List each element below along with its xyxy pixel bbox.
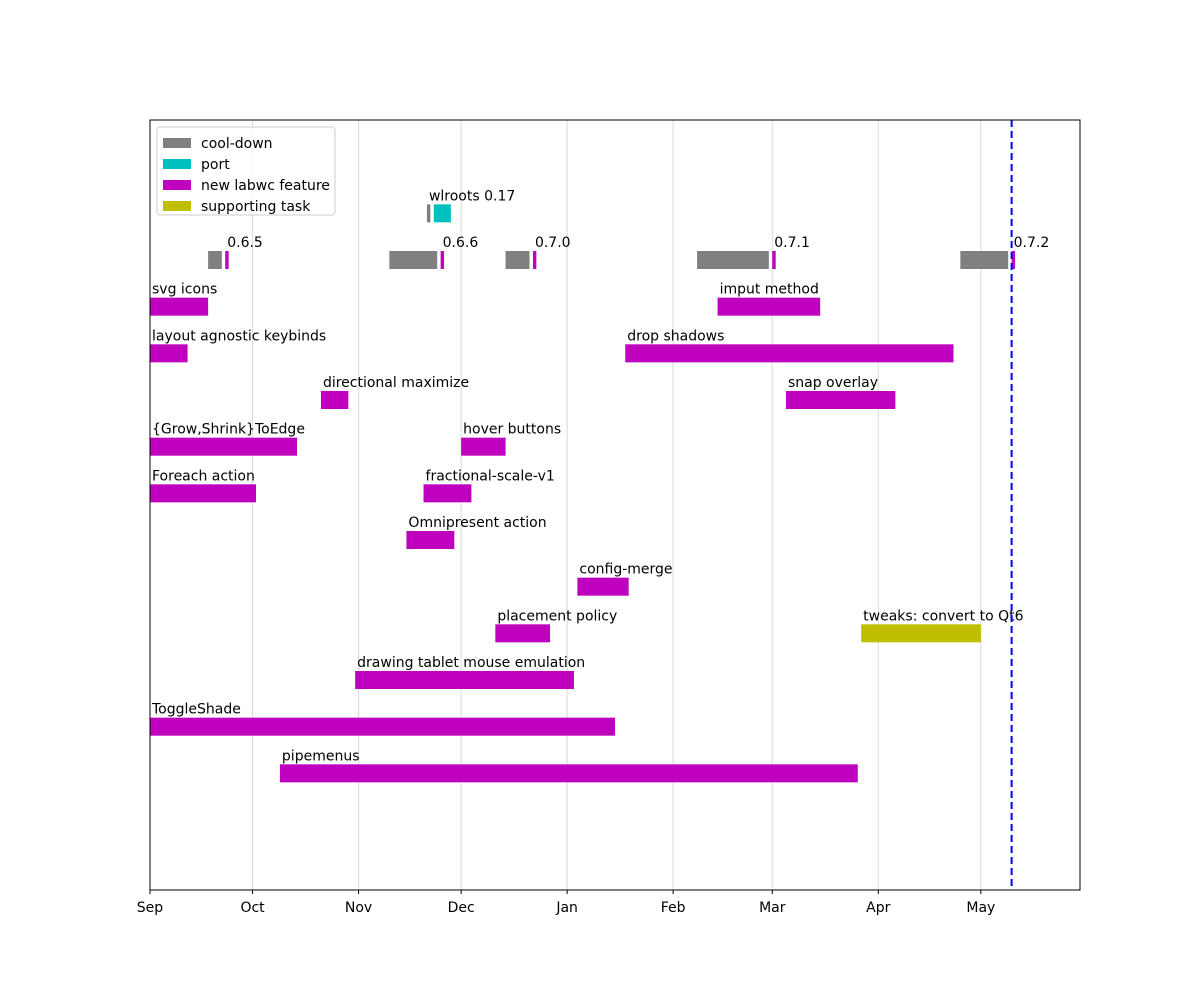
bar-0-7-2	[1011, 251, 1016, 269]
bar-omnipresent-action	[406, 531, 455, 549]
bar-drawing-tablet-mouse-emulation	[355, 671, 574, 689]
bar-label-toggleshade: ToggleShade	[151, 702, 241, 718]
bar-wlroots-0-17	[426, 204, 431, 223]
bar-config-merge	[577, 577, 629, 596]
x-tick-label-jan: Jan	[555, 900, 578, 916]
bar-imput-method	[717, 297, 821, 316]
bar-pipemenus	[279, 764, 858, 783]
bar-label-placement-policy: placement policy	[497, 608, 617, 624]
bar-label-config-merge: config-merge	[579, 562, 672, 578]
plot-frame	[149, 119, 1081, 891]
bar-placement-policy	[495, 624, 551, 643]
task-bars	[150, 204, 1016, 783]
x-tick-label-mar: Mar	[759, 900, 786, 916]
bar-drop-shadows	[625, 344, 954, 363]
legend-label-cool-down: cool-down	[201, 136, 273, 152]
bar-label-grow-shrink-toedge: {Grow,Shrink}ToEdge	[152, 422, 305, 438]
bar-0-7-1	[772, 251, 776, 269]
bar-cool-down-2	[208, 251, 222, 269]
bar-label-0-7-0: 0.7.0	[535, 235, 571, 251]
bar-label-0-6-5: 0.6.5	[227, 235, 263, 251]
bar-snap-overlay	[785, 391, 896, 409]
bar-tweaks-convert-to-qt6	[861, 624, 981, 643]
x-tick-label-dec: Dec	[448, 900, 475, 916]
legend: cool-down port new labwc feature supporting…	[156, 126, 336, 216]
bar-hover-buttons	[461, 437, 506, 456]
bar-label-svg-icons: svg icons	[152, 282, 217, 298]
legend-label-supporting-task: supporting task	[201, 199, 311, 215]
x-tick-label-oct: Oct	[240, 900, 265, 916]
bar-label-tweaks-convert-to-qt6: tweaks: convert to Qt6	[863, 608, 1023, 624]
legend-swatch-new-labwc-feature	[163, 180, 191, 190]
bar-label-imput-method: imput method	[720, 282, 819, 298]
x-tick-label-nov: Nov	[345, 900, 372, 916]
bar-label-drawing-tablet-mouse-emulation: drawing tablet mouse emulation	[357, 655, 585, 671]
bar-label-directional-maximize: directional maximize	[323, 375, 469, 391]
bar-0-6-6	[440, 251, 445, 269]
bar-0-6-5	[225, 251, 229, 269]
bar-label-0-7-2: 0.7.2	[1014, 235, 1050, 251]
bar-cool-down-8	[697, 251, 769, 269]
bar-grow-shrink-toedge	[150, 437, 298, 456]
bar-label-drop-shadows: drop shadows	[627, 328, 724, 344]
bar-0-7-0	[532, 251, 537, 269]
bar-label-pipemenus: pipemenus	[282, 748, 360, 764]
x-axis-ticks: Sep Oct Nov Dec Jan Feb Mar Apr May	[137, 890, 995, 916]
bar-label-foreach-action: Foreach action	[152, 468, 255, 484]
legend-box	[156, 126, 336, 216]
bar-fractional-scale-v1	[423, 484, 472, 503]
bar-layout-agnostic-keybinds	[150, 344, 188, 363]
x-tick-label-may: May	[966, 900, 995, 916]
bar-label-omnipresent-action: Omnipresent action	[408, 515, 546, 531]
x-tick-label-feb: Feb	[661, 900, 686, 916]
bar-port-1	[433, 204, 451, 223]
bar-svg-icons	[150, 297, 209, 316]
bar-cool-down-10	[960, 251, 1009, 269]
legend-label-port: port	[201, 157, 230, 173]
legend-swatch-cool-down	[163, 138, 191, 148]
bar-label-0-6-6: 0.6.6	[443, 235, 479, 251]
legend-swatch-port	[163, 159, 191, 169]
x-tick-label-sep: Sep	[137, 900, 164, 916]
bar-toggleshade	[150, 717, 615, 736]
legend-swatch-supporting-task	[163, 201, 191, 211]
x-tick-label-apr: Apr	[866, 900, 890, 916]
bar-label-0-7-1: 0.7.1	[774, 235, 810, 251]
bar-label-fractional-scale-v1: fractional-scale-v1	[426, 468, 555, 484]
bar-label-hover-buttons: hover buttons	[463, 422, 561, 438]
bar-cool-down-4	[389, 251, 438, 269]
bar-foreach-action	[150, 484, 256, 503]
task-labels: wlroots 0.17 0.6.5 0.6.6 0.7.0 0.7.1 0.7.2 svg…	[151, 188, 1049, 764]
bar-directional-maximize	[320, 391, 349, 409]
bar-cool-down-6	[505, 251, 530, 269]
bar-label-wlroots-0-17: wlroots 0.17	[429, 188, 515, 204]
bar-label-snap-overlay: snap overlay	[788, 375, 878, 391]
legend-label-new-labwc-feature: new labwc feature	[201, 178, 330, 194]
bar-label-layout-agnostic-keybinds: layout agnostic keybinds	[152, 328, 326, 344]
